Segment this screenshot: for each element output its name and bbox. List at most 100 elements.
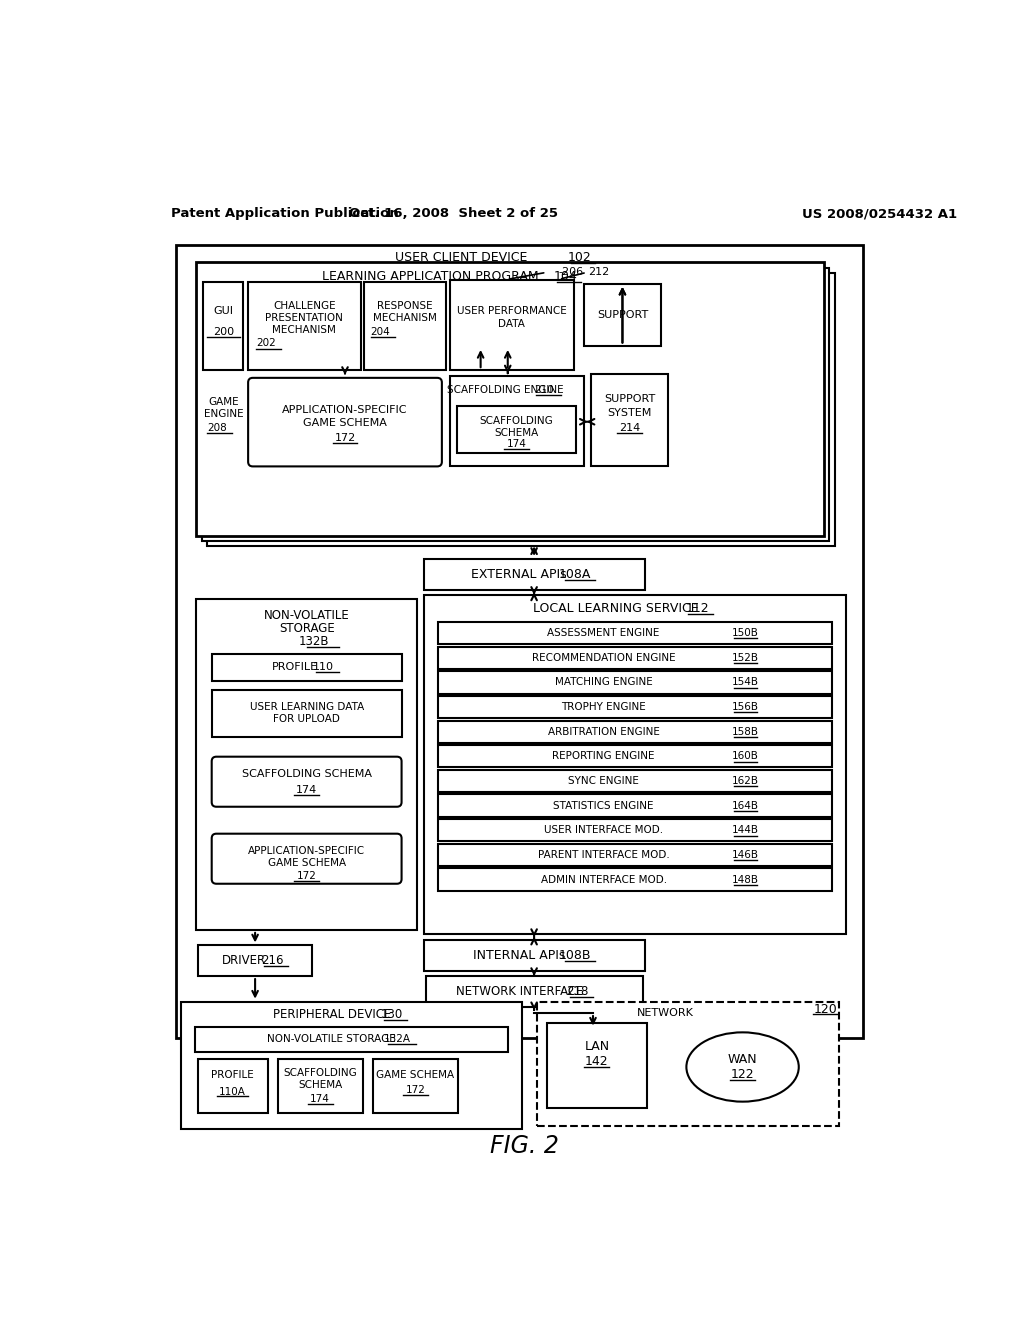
Text: 210: 210 bbox=[534, 385, 554, 395]
Text: 152B: 152B bbox=[732, 653, 759, 663]
Text: NON-VOLATILE: NON-VOLATILE bbox=[264, 610, 349, 622]
FancyBboxPatch shape bbox=[450, 376, 584, 466]
Text: PROFILE: PROFILE bbox=[211, 1069, 254, 1080]
Text: 150B: 150B bbox=[732, 628, 759, 638]
Text: NETWORK INTERFACE: NETWORK INTERFACE bbox=[456, 985, 583, 998]
FancyBboxPatch shape bbox=[197, 263, 824, 536]
Text: 132A: 132A bbox=[384, 1035, 412, 1044]
Text: CHALLENGE: CHALLENGE bbox=[273, 301, 336, 312]
Text: LAN: LAN bbox=[585, 1040, 609, 1053]
FancyBboxPatch shape bbox=[538, 1002, 840, 1126]
Text: 174: 174 bbox=[296, 785, 317, 795]
Text: 212: 212 bbox=[589, 268, 609, 277]
Text: PERIPHERAL DEVICE: PERIPHERAL DEVICE bbox=[272, 1008, 391, 1022]
FancyBboxPatch shape bbox=[278, 1059, 362, 1113]
Text: ENGINE: ENGINE bbox=[204, 409, 243, 418]
Text: 202: 202 bbox=[256, 338, 275, 348]
Text: SCHEMA: SCHEMA bbox=[495, 428, 539, 437]
Text: 142: 142 bbox=[585, 1055, 608, 1068]
Text: EXTERNAL APIs: EXTERNAL APIs bbox=[471, 568, 567, 581]
Text: 148B: 148B bbox=[732, 875, 759, 884]
Text: 200: 200 bbox=[213, 326, 233, 337]
FancyBboxPatch shape bbox=[438, 671, 833, 693]
Text: 172: 172 bbox=[335, 433, 355, 444]
FancyBboxPatch shape bbox=[424, 595, 847, 933]
Text: SCAFFOLDING SCHEMA: SCAFFOLDING SCHEMA bbox=[242, 768, 372, 779]
Text: APPLICATION-SPECIFIC: APPLICATION-SPECIFIC bbox=[248, 846, 366, 855]
Text: 216: 216 bbox=[261, 954, 284, 968]
FancyBboxPatch shape bbox=[198, 945, 312, 977]
Text: Oct. 16, 2008  Sheet 2 of 25: Oct. 16, 2008 Sheet 2 of 25 bbox=[349, 207, 558, 220]
FancyBboxPatch shape bbox=[195, 1027, 508, 1052]
Text: USER LEARNING DATA: USER LEARNING DATA bbox=[250, 702, 364, 711]
Text: FOR UPLOAD: FOR UPLOAD bbox=[273, 714, 340, 723]
Text: RESPONSE: RESPONSE bbox=[377, 301, 433, 312]
FancyBboxPatch shape bbox=[373, 1059, 458, 1113]
FancyBboxPatch shape bbox=[180, 1002, 521, 1129]
FancyBboxPatch shape bbox=[424, 558, 645, 590]
Text: 174: 174 bbox=[310, 1094, 330, 1105]
Text: SYSTEM: SYSTEM bbox=[607, 408, 651, 417]
Text: ARBITRATION ENGINE: ARBITRATION ENGINE bbox=[548, 727, 659, 737]
Text: PARENT INTERFACE MOD.: PARENT INTERFACE MOD. bbox=[538, 850, 670, 859]
Text: 102: 102 bbox=[568, 251, 592, 264]
Text: SUPPORT: SUPPORT bbox=[604, 395, 655, 404]
Text: -206: -206 bbox=[558, 268, 584, 277]
FancyBboxPatch shape bbox=[438, 647, 833, 669]
Text: PROFILE: PROFILE bbox=[272, 663, 318, 672]
Text: DRIVER: DRIVER bbox=[221, 954, 265, 968]
FancyBboxPatch shape bbox=[198, 1059, 267, 1113]
Text: 110: 110 bbox=[313, 663, 334, 672]
Text: STORAGE: STORAGE bbox=[279, 622, 335, 635]
FancyBboxPatch shape bbox=[438, 770, 833, 792]
Text: SCAFFOLDING: SCAFFOLDING bbox=[480, 416, 554, 426]
Text: 112: 112 bbox=[685, 602, 709, 615]
Text: WAN: WAN bbox=[728, 1053, 758, 1065]
Text: 156B: 156B bbox=[732, 702, 759, 711]
Text: LEARNING APPLICATION PROGRAM: LEARNING APPLICATION PROGRAM bbox=[322, 269, 539, 282]
Text: 208: 208 bbox=[207, 422, 226, 433]
Text: 214: 214 bbox=[618, 422, 640, 433]
FancyBboxPatch shape bbox=[591, 374, 669, 466]
FancyBboxPatch shape bbox=[248, 281, 360, 370]
Text: GAME SCHEMA: GAME SCHEMA bbox=[267, 858, 346, 869]
FancyBboxPatch shape bbox=[426, 977, 643, 1007]
Text: 154B: 154B bbox=[732, 677, 759, 688]
Text: 120: 120 bbox=[814, 1003, 838, 1016]
FancyBboxPatch shape bbox=[212, 655, 401, 681]
Text: GAME SCHEMA: GAME SCHEMA bbox=[377, 1069, 455, 1080]
Text: SCHEMA: SCHEMA bbox=[298, 1081, 342, 1090]
Text: NETWORK: NETWORK bbox=[637, 1008, 693, 1018]
Text: US 2008/0254432 A1: US 2008/0254432 A1 bbox=[802, 207, 957, 220]
Text: APPLICATION-SPECIFIC: APPLICATION-SPECIFIC bbox=[283, 405, 408, 416]
Text: 130: 130 bbox=[380, 1008, 402, 1022]
Text: 218: 218 bbox=[566, 985, 589, 998]
FancyBboxPatch shape bbox=[202, 268, 829, 541]
Text: GAME SCHEMA: GAME SCHEMA bbox=[303, 417, 387, 428]
Text: 174: 174 bbox=[507, 440, 526, 449]
Text: 108A: 108A bbox=[559, 568, 591, 581]
Text: 160B: 160B bbox=[732, 751, 759, 762]
Text: MATCHING ENGINE: MATCHING ENGINE bbox=[555, 677, 652, 688]
Ellipse shape bbox=[686, 1032, 799, 1102]
Text: SCAFFOLDING: SCAFFOLDING bbox=[284, 1068, 357, 1078]
Text: SYNC ENGINE: SYNC ENGINE bbox=[568, 776, 639, 785]
Text: USER PERFORMANCE: USER PERFORMANCE bbox=[457, 306, 566, 315]
FancyBboxPatch shape bbox=[547, 1023, 647, 1107]
FancyBboxPatch shape bbox=[450, 280, 573, 370]
Text: USER INTERFACE MOD.: USER INTERFACE MOD. bbox=[544, 825, 664, 836]
Text: USER CLIENT DEVICE: USER CLIENT DEVICE bbox=[395, 251, 527, 264]
Text: 108B: 108B bbox=[558, 949, 591, 962]
Text: GAME: GAME bbox=[208, 397, 239, 408]
Text: 146B: 146B bbox=[732, 850, 759, 859]
FancyBboxPatch shape bbox=[424, 940, 645, 970]
Text: MECHANISM: MECHANISM bbox=[373, 313, 437, 323]
FancyBboxPatch shape bbox=[365, 281, 445, 370]
FancyBboxPatch shape bbox=[584, 284, 662, 346]
Text: 162B: 162B bbox=[732, 776, 759, 785]
Text: 110A: 110A bbox=[219, 1086, 246, 1097]
Text: PRESENTATION: PRESENTATION bbox=[265, 313, 343, 323]
Text: ASSESSMENT ENGINE: ASSESSMENT ENGINE bbox=[548, 628, 659, 638]
FancyBboxPatch shape bbox=[458, 405, 575, 453]
Text: NON-VOLATILE STORAGE: NON-VOLATILE STORAGE bbox=[267, 1035, 396, 1044]
